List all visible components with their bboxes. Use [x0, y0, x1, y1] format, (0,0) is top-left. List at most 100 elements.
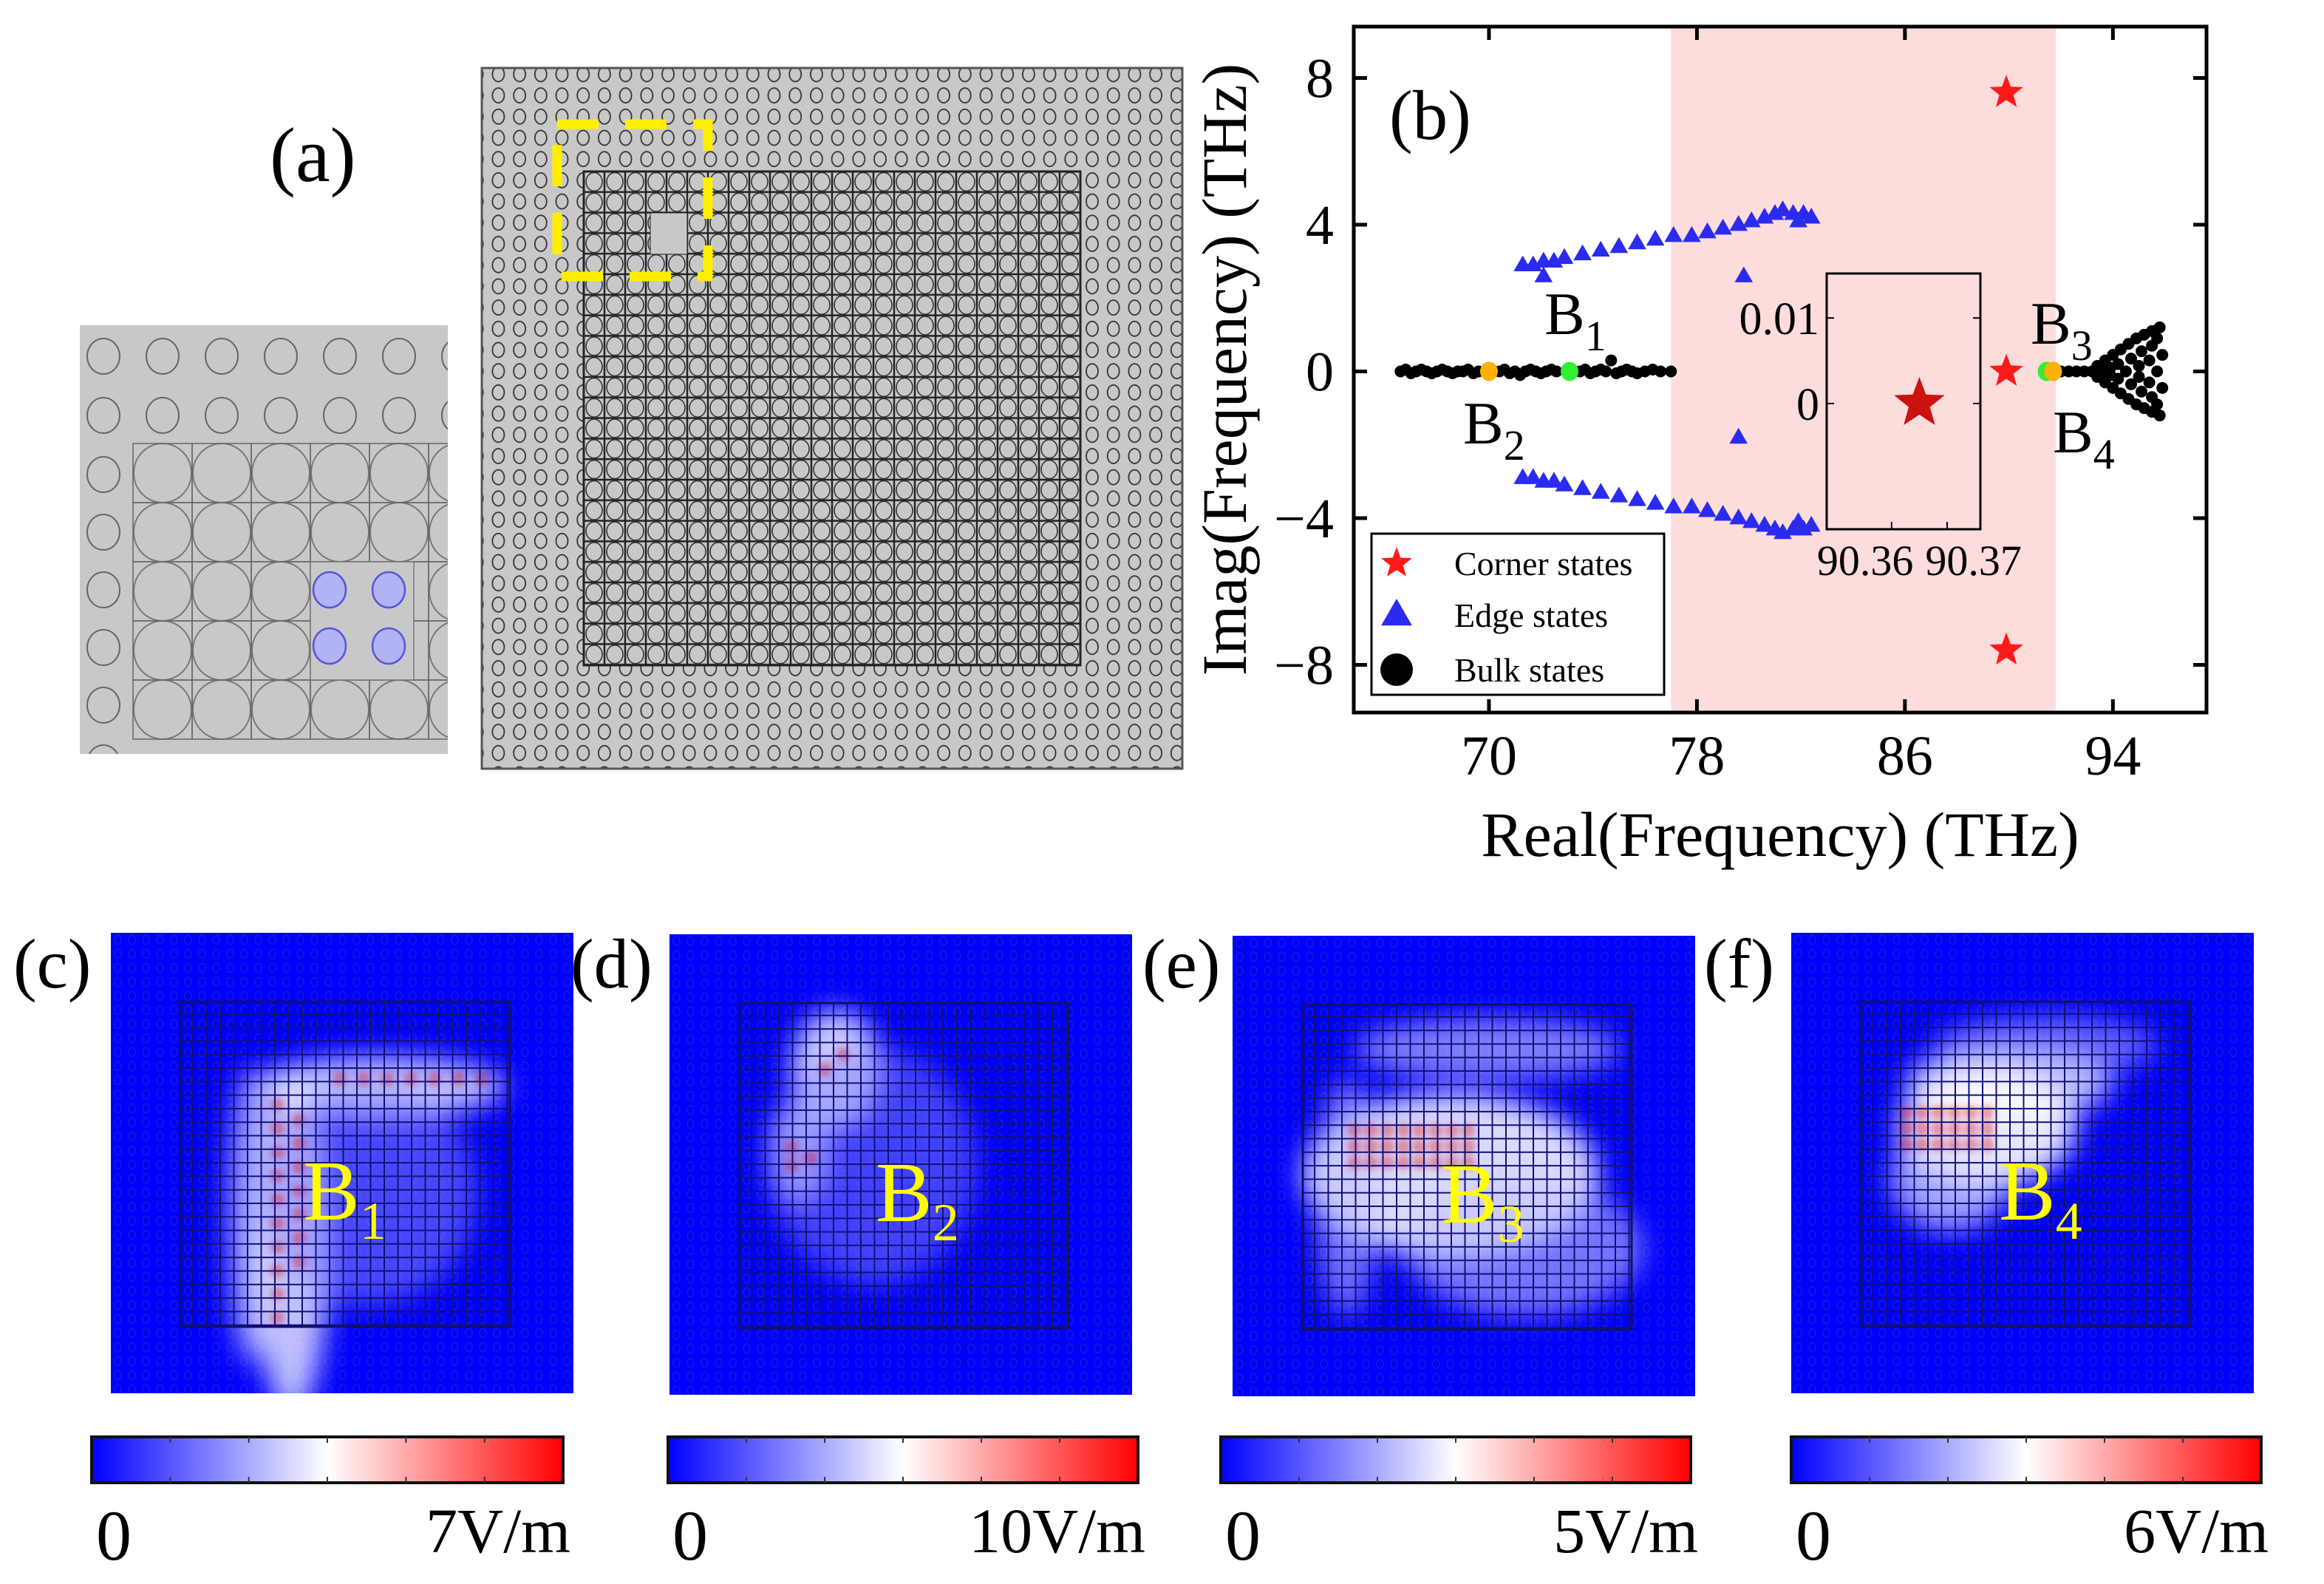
inset-x-tick-label: 90.36 [1817, 537, 1914, 585]
field-map-f: B4 [1791, 933, 2254, 1393]
legend-entry: Edge states [1454, 596, 1608, 634]
colorbar-f: 0 6V/m [1790, 1435, 2269, 1575]
bulk-state-point [1665, 365, 1677, 378]
bulk-state-point [1600, 365, 1612, 378]
bulk-state-point [2151, 365, 2164, 378]
inset-corner-state-point [1894, 376, 1945, 425]
legend-circle-icon [1380, 653, 1413, 686]
legend-triangle-icon [1381, 599, 1412, 626]
edge-state-point [1591, 240, 1610, 257]
axes-frame [1352, 24, 2209, 715]
legend-entry: Bulk states [1454, 651, 1604, 689]
mode-label: B1 [303, 1144, 386, 1251]
panel-label-a: (a) [270, 112, 356, 198]
field-map-d: B2 [669, 934, 1132, 1395]
bulk-state-point [2153, 321, 2166, 333]
bulk-state-point [2133, 360, 2145, 373]
bulk-state-point [2156, 349, 2169, 361]
legend-box [1370, 532, 1666, 696]
resonator-highlight [312, 627, 347, 665]
edge-state-point [1646, 494, 1665, 510]
lattice-structure [480, 67, 1184, 770]
edge-state-point [1555, 248, 1574, 265]
inner-lattice [1301, 1003, 1633, 1331]
inset-x-tick-label: 90.37 [1925, 537, 2022, 585]
colorbar-max-label: 6V/m [2124, 1495, 2269, 1566]
corner-state-point [1989, 632, 2023, 665]
resonator-highlight [371, 571, 406, 609]
inset-plot: 90.36 90.37 0.01 0 [1739, 272, 2022, 585]
bulk-state-point [2151, 332, 2164, 344]
bulk-state-point [2124, 378, 2137, 390]
edge-state-point [1755, 515, 1774, 532]
edge-state-point [1773, 200, 1792, 217]
colorbar-max-label: 10V/m [969, 1495, 1145, 1566]
edge-state-point [1714, 218, 1732, 235]
corner-state-point [1989, 353, 2023, 386]
edge-state-point [1729, 427, 1748, 444]
edge-state-point [1734, 266, 1754, 282]
inset-frame [1825, 272, 1982, 531]
y-tick-label: −8 [1274, 634, 1334, 696]
bulk-state-point [2143, 376, 2156, 389]
resonator-highlight [312, 571, 347, 609]
mode-label: B2 [1463, 390, 1525, 469]
field-map-c: B1 [111, 933, 573, 1393]
inner-lattice [1860, 1000, 2192, 1328]
colorbar-gradient [1219, 1435, 1692, 1484]
legend-star-icon [1381, 547, 1412, 577]
bulk-state-point [2143, 354, 2156, 367]
colorbar-d: 0 10V/m [667, 1435, 1145, 1575]
selected-mode-point [2044, 361, 2062, 381]
edge-state-point [1609, 237, 1629, 254]
unit-cell-zoom-view [80, 325, 448, 754]
eigenfrequency-plot: 70 78 86 94 8 4 0 −4 −8 Real(Frequency) (THz) Imag… [1189, 24, 2209, 870]
corner-state-point [1989, 75, 2023, 107]
edge-state-point [1524, 468, 1543, 484]
bulk-state-point [2151, 398, 2164, 411]
colorbar-max-label: 7V/m [426, 1495, 570, 1566]
bulk-state-point [2119, 365, 2132, 378]
x-tick-label: 78 [1669, 725, 1725, 787]
y-tick-label: −4 [1274, 488, 1334, 550]
x-tick-label: 70 [1461, 725, 1517, 787]
bulk-state-point [1550, 365, 1563, 378]
x-tick-label: 94 [2085, 725, 2141, 787]
bulk-state-point [2133, 370, 2145, 383]
bulk-state-point [1605, 354, 1618, 367]
bulk-state-point [2156, 381, 2169, 394]
edge-state-point [1802, 208, 1821, 224]
edge-state-point [1789, 211, 1807, 228]
edge-state-point [1683, 225, 1701, 242]
edge-state-point [1591, 483, 1610, 499]
y-axis-label: Imag(Frequency) (THz) [1189, 64, 1260, 676]
edge-state-point [1628, 490, 1646, 506]
colorbar-min-label: 0 [1796, 1496, 1831, 1575]
selected-mode-point [1479, 361, 1498, 381]
colorbar-gradient [1790, 1435, 2263, 1484]
mode-label: B1 [1544, 280, 1606, 360]
panel-label-e: (e) [1142, 925, 1220, 1003]
colorbar-gradient [90, 1435, 565, 1484]
edge-state-point [1742, 511, 1761, 528]
bulk-state-point [2124, 353, 2137, 365]
legend-entry: Corner states [1454, 545, 1632, 582]
x-axis-label: Real(Frequency) (THz) [1481, 799, 2079, 870]
edge-state-point [1698, 501, 1717, 517]
bulk-state-point [2136, 385, 2148, 398]
inset-y-tick-label: 0.01 [1739, 294, 1820, 344]
edge-state-point [1664, 497, 1683, 514]
edge-state-point [1555, 475, 1574, 492]
mode-label: B3 [2031, 290, 2093, 370]
y-tick-label: 8 [1306, 47, 1334, 109]
mode-label: B4 [2053, 398, 2115, 478]
colorbar-e: 0 5V/m [1219, 1435, 1698, 1575]
edge-state-point [1544, 472, 1564, 488]
panel-label-d: (d) [570, 925, 652, 1003]
colorbar-min-label: 0 [96, 1496, 132, 1575]
bulk-state-point [2112, 373, 2124, 385]
bulk-state-point [1655, 365, 1667, 378]
x-tick-label: 86 [1877, 725, 1933, 787]
edge-state-point [1698, 222, 1717, 239]
panel-label-c: (c) [13, 925, 91, 1003]
